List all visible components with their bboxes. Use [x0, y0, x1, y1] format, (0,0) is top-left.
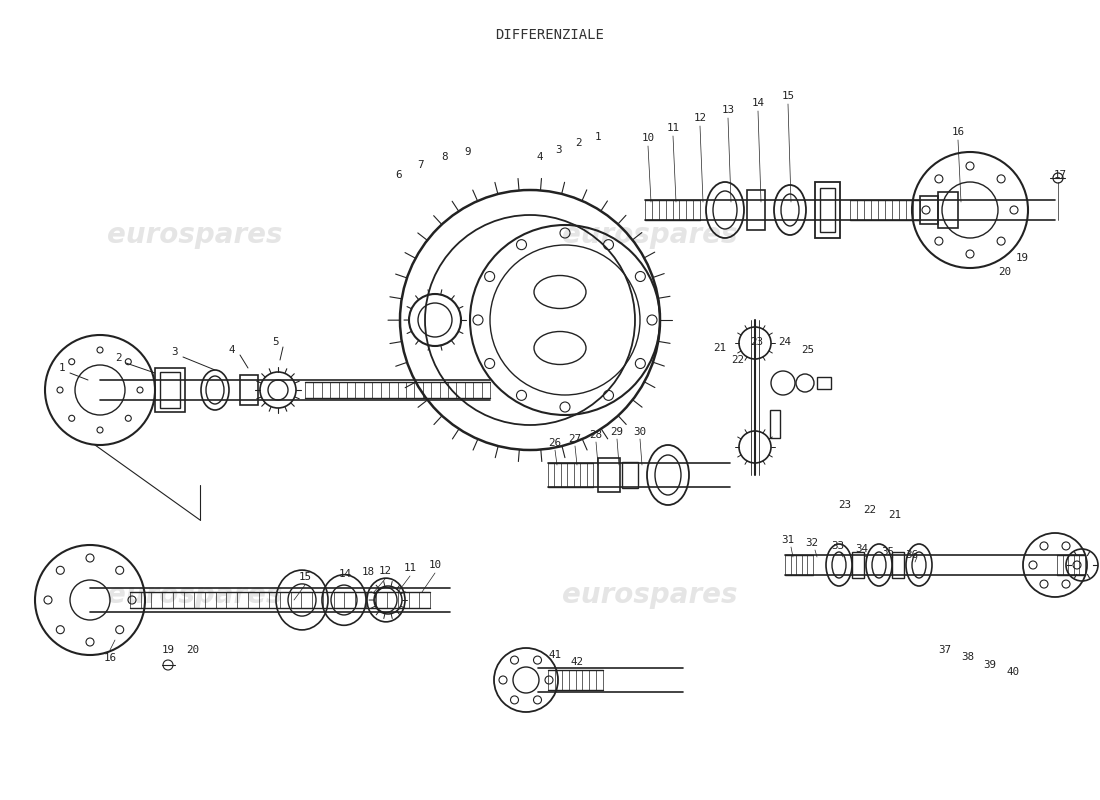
- Text: 2: 2: [574, 138, 581, 148]
- Text: 26: 26: [549, 438, 561, 448]
- Bar: [938, 192, 958, 228]
- Bar: [815, 182, 840, 238]
- Text: 12: 12: [693, 113, 706, 123]
- Text: 16: 16: [103, 653, 117, 663]
- Text: 38: 38: [961, 652, 975, 662]
- Text: 41: 41: [549, 650, 561, 660]
- Text: 3: 3: [554, 145, 561, 155]
- Text: 23: 23: [838, 500, 851, 510]
- Text: 31: 31: [781, 535, 794, 545]
- Text: 19: 19: [162, 645, 175, 655]
- Bar: [240, 375, 258, 405]
- Text: 4: 4: [229, 345, 235, 355]
- Text: 2: 2: [114, 353, 121, 363]
- Text: 20: 20: [187, 645, 199, 655]
- Text: 11: 11: [667, 123, 680, 133]
- Text: 42: 42: [571, 657, 583, 667]
- Bar: [820, 188, 835, 232]
- Bar: [598, 458, 620, 492]
- Text: 9: 9: [464, 147, 471, 157]
- Text: eurospares: eurospares: [108, 221, 283, 249]
- Text: 10: 10: [641, 133, 654, 143]
- Text: DIFFERENZIALE: DIFFERENZIALE: [496, 28, 604, 42]
- Text: 1: 1: [58, 363, 65, 373]
- Text: 11: 11: [404, 563, 417, 573]
- Text: 33: 33: [832, 541, 845, 551]
- Text: 16: 16: [952, 127, 965, 137]
- Bar: [160, 372, 180, 408]
- Text: 21: 21: [714, 343, 726, 353]
- Text: 5: 5: [272, 337, 278, 347]
- Text: 7: 7: [417, 160, 424, 170]
- Text: 32: 32: [805, 538, 818, 548]
- Text: 19: 19: [1015, 253, 1028, 263]
- Bar: [621, 462, 638, 488]
- Bar: [852, 552, 864, 578]
- Text: 39: 39: [983, 660, 997, 670]
- Text: eurospares: eurospares: [108, 581, 283, 609]
- Text: 10: 10: [429, 560, 441, 570]
- Bar: [892, 552, 904, 578]
- Text: 30: 30: [634, 427, 647, 437]
- Text: 37: 37: [938, 645, 952, 655]
- Text: 3: 3: [172, 347, 178, 357]
- Text: 27: 27: [569, 434, 582, 444]
- Text: 21: 21: [889, 510, 902, 520]
- Bar: [747, 190, 764, 230]
- Text: eurospares: eurospares: [562, 581, 738, 609]
- Text: 36: 36: [905, 550, 918, 560]
- Text: 1: 1: [595, 132, 602, 142]
- Bar: [770, 410, 780, 438]
- Text: 17: 17: [1054, 170, 1067, 180]
- Text: 15: 15: [781, 91, 794, 101]
- Text: 13: 13: [722, 105, 735, 115]
- Text: 24: 24: [779, 337, 792, 347]
- Bar: [155, 368, 185, 412]
- Bar: [920, 196, 938, 224]
- Text: 22: 22: [732, 355, 745, 365]
- Text: 23: 23: [750, 337, 763, 347]
- Bar: [817, 377, 830, 389]
- Text: 20: 20: [999, 267, 1012, 277]
- Text: 18: 18: [362, 567, 374, 577]
- Text: 29: 29: [610, 427, 624, 437]
- Text: 12: 12: [378, 566, 392, 576]
- Text: 4: 4: [537, 152, 543, 162]
- Text: 28: 28: [590, 430, 603, 440]
- Text: 6: 6: [395, 170, 402, 180]
- Text: 35: 35: [881, 547, 894, 557]
- Text: 25: 25: [802, 345, 814, 355]
- Text: 34: 34: [856, 544, 869, 554]
- Text: 14: 14: [751, 98, 764, 108]
- Text: 22: 22: [864, 505, 877, 515]
- Text: 8: 8: [442, 152, 449, 162]
- Text: 15: 15: [298, 572, 311, 582]
- Text: eurospares: eurospares: [562, 221, 738, 249]
- Text: 14: 14: [339, 569, 352, 579]
- Text: 40: 40: [1006, 667, 1020, 677]
